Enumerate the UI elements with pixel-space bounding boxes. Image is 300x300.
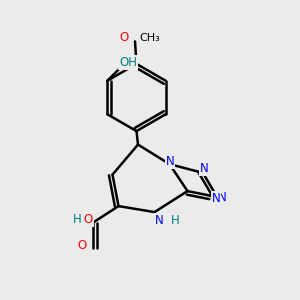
Text: H: H xyxy=(171,214,180,227)
Text: N: N xyxy=(200,162,208,175)
Text: N: N xyxy=(154,214,164,227)
Text: O: O xyxy=(84,213,93,226)
Text: O: O xyxy=(119,31,128,44)
Text: CH₃: CH₃ xyxy=(140,33,160,43)
Text: H: H xyxy=(73,213,82,226)
Text: N: N xyxy=(212,192,220,205)
Text: N: N xyxy=(166,154,175,168)
Text: OH: OH xyxy=(119,56,137,69)
Text: N: N xyxy=(218,190,226,204)
Text: O: O xyxy=(77,238,86,252)
